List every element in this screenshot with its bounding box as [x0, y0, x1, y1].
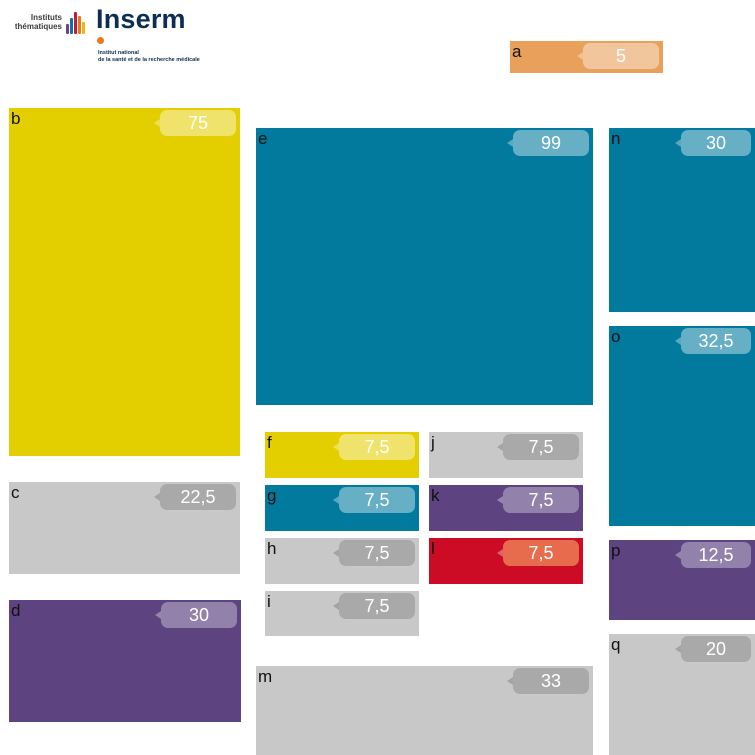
- tile-l: l 7,5: [429, 538, 583, 584]
- tile-label: j: [431, 433, 435, 452]
- tile-g: g 7,5: [265, 485, 419, 531]
- tile-h: h 7,5: [265, 538, 419, 584]
- tile-label: a: [512, 42, 522, 61]
- value-bubble: 7,5: [497, 487, 579, 513]
- tile-b: b 75: [9, 108, 240, 456]
- brand-subtitle-line2: de la santé et de la recherche médicale: [98, 57, 200, 63]
- value-bubble: 7,5: [333, 540, 415, 566]
- value-bubble: 20: [675, 636, 751, 662]
- tile-label: m: [258, 667, 273, 686]
- value-bubble: 7,5: [333, 487, 415, 513]
- value-bubble: 33: [507, 668, 589, 694]
- tile-k: k 7,5: [429, 485, 583, 531]
- tile-d: d 30: [9, 600, 241, 722]
- tile-f: f 7,5: [265, 432, 419, 478]
- tile-label: l: [431, 539, 435, 558]
- value-bubble: 99: [507, 130, 589, 156]
- inserm-logo: Instituts thématiques Inserm Institut na…: [8, 4, 238, 72]
- brand-subtitle: Institut national de la santé et de la r…: [98, 50, 200, 64]
- tile-e: e 99: [256, 128, 593, 405]
- tile-label: b: [11, 109, 21, 128]
- value-bubble: 7,5: [333, 593, 415, 619]
- tile-label: g: [267, 486, 277, 505]
- tile-m: m 33: [256, 666, 593, 755]
- value-bubble: 5: [577, 43, 659, 69]
- value-bubble: 75: [154, 110, 236, 136]
- tile-n: n 30: [609, 128, 755, 312]
- brand-name: Inserm: [96, 4, 186, 34]
- tile-i: i 7,5: [265, 591, 419, 636]
- tile-a: a 5: [510, 41, 663, 73]
- brand-dot-icon: [97, 37, 104, 44]
- institutes-label: Instituts thématiques: [14, 13, 62, 31]
- tile-label: h: [267, 539, 277, 558]
- tile-label: i: [267, 592, 271, 611]
- value-bubble: 12,5: [675, 542, 751, 568]
- tile-label: o: [611, 327, 621, 346]
- value-bubble: 7,5: [497, 540, 579, 566]
- tile-label: d: [11, 601, 21, 620]
- tile-j: j 7,5: [429, 432, 583, 478]
- tile-c: c 22,5: [9, 482, 240, 574]
- value-bubble: 30: [155, 602, 237, 628]
- tile-p: p 12,5: [609, 540, 755, 620]
- tile-o: o 32,5: [609, 326, 755, 526]
- value-bubble: 7,5: [333, 434, 415, 460]
- value-bubble: 32,5: [675, 328, 751, 354]
- tile-label: k: [431, 486, 440, 505]
- tile-label: p: [611, 541, 621, 560]
- tile-label: c: [11, 483, 20, 502]
- tile-label: e: [258, 129, 268, 148]
- tile-q: q 20: [609, 634, 755, 755]
- value-bubble: 30: [675, 130, 751, 156]
- tile-label: q: [611, 635, 621, 654]
- tile-label: f: [267, 433, 272, 452]
- value-bubble: 22,5: [154, 484, 236, 510]
- institutes-bars-icon: [66, 10, 86, 34]
- tile-label: n: [611, 129, 621, 148]
- value-bubble: 7,5: [497, 434, 579, 460]
- brand-subtitle-line1: Institut national: [98, 50, 139, 56]
